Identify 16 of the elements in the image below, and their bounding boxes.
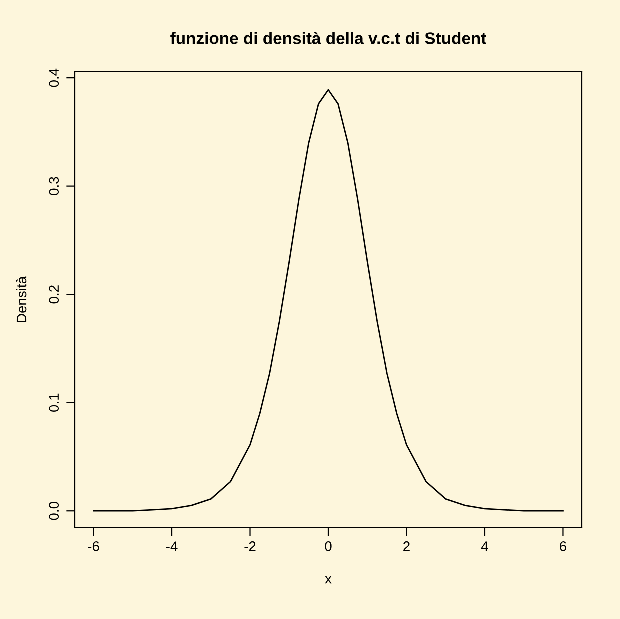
chart-title: funzione di densità della v.c.t di Student — [170, 32, 487, 44]
x-tick-label: -2 — [244, 542, 256, 552]
line-series — [93, 89, 564, 512]
y-axis-title: Densità — [16, 276, 27, 322]
y-tick-label: 0.2 — [49, 286, 60, 304]
y-tick-label: 0.0 — [49, 502, 60, 520]
x-tick-label: 4 — [481, 542, 488, 552]
x-tick-label: -6 — [88, 542, 100, 552]
x-tick-label: -4 — [166, 542, 178, 552]
x-axis-title: x — [325, 576, 332, 584]
y-tick-label: 0.3 — [49, 177, 60, 196]
y-tick-label: 0.4 — [49, 68, 60, 88]
x-tick-label: 6 — [560, 542, 566, 552]
y-tick-label: 0.1 — [49, 394, 60, 412]
x-tick-label: 2 — [404, 542, 410, 552]
x-tick-label: 0 — [325, 542, 332, 552]
